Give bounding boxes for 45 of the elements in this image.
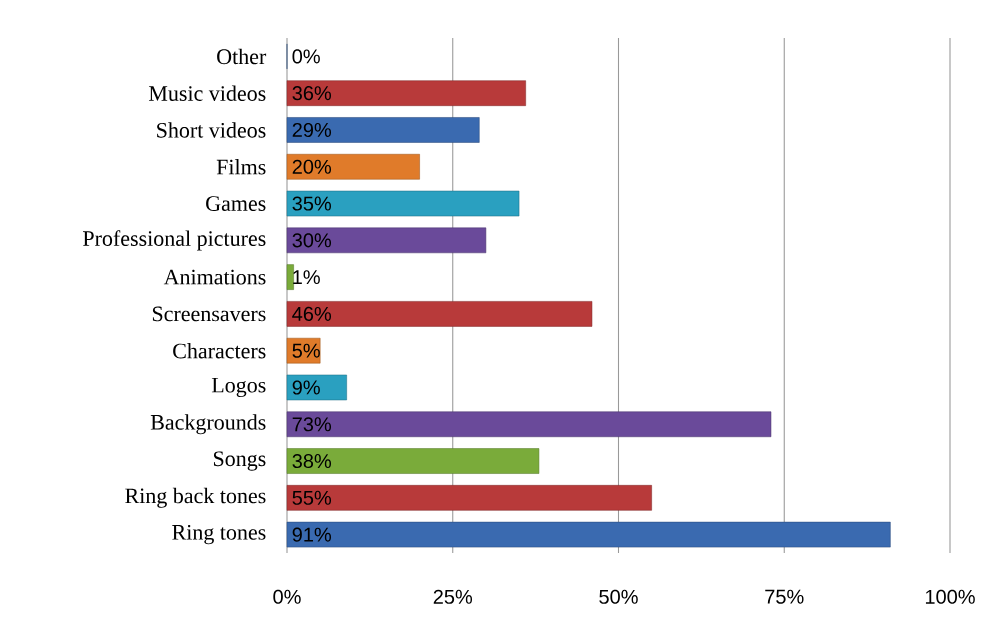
bar: [286, 80, 526, 106]
data-label: 38%: [292, 453, 332, 469]
data-label: 30%: [292, 233, 332, 248]
data-label: 29%: [292, 122, 332, 138]
y-tick-label: Music videos: [148, 85, 266, 101]
y-tick-label: Songs: [213, 451, 266, 471]
x-tick-label: 50%: [599, 589, 638, 604]
bar: [286, 374, 347, 401]
data-label: 0%: [292, 49, 320, 64]
bar: [286, 485, 652, 511]
bar: [286, 153, 420, 180]
bar: [286, 337, 321, 364]
y-tick-label: Characters: [173, 342, 266, 359]
bar: [286, 117, 480, 143]
y-tick-label: Professional pictures: [83, 230, 266, 251]
bar: [286, 190, 520, 217]
bar: [286, 411, 772, 438]
x-tick-label: 75%: [765, 589, 804, 604]
x-tick-label: 100%: [925, 589, 975, 604]
data-label: 73%: [292, 417, 332, 432]
y-tick-label: Games: [206, 196, 266, 211]
y-tick-label: Logos: [211, 377, 266, 398]
x-tick-label: 25%: [433, 589, 473, 604]
y-tick-label: Backgrounds: [150, 414, 266, 435]
y-tick-label: Animations: [163, 269, 266, 285]
y-tick-label: Ring tones: [172, 524, 266, 545]
y-tick-label: Other: [217, 48, 267, 65]
data-label: 5%: [292, 343, 320, 358]
data-label: 55%: [292, 490, 332, 505]
bar: [286, 264, 294, 290]
y-tick-label: Short videos: [157, 122, 266, 138]
data-label: 36%: [292, 86, 332, 101]
data-label: 46%: [292, 306, 332, 321]
data-label: 35%: [292, 196, 332, 211]
x-tick-label: 0%: [273, 589, 301, 604]
y-tick-label: Ring back tones: [125, 487, 266, 508]
bar: [286, 227, 487, 254]
data-label: 91%: [292, 527, 332, 542]
data-label: 9%: [292, 380, 320, 395]
bar: [286, 448, 540, 474]
y-tick-label: Screensavers: [152, 306, 266, 322]
y-tick-label: Films: [216, 159, 266, 175]
data-label: 20%: [292, 159, 332, 174]
bar: [286, 301, 593, 327]
bar: [286, 521, 891, 548]
